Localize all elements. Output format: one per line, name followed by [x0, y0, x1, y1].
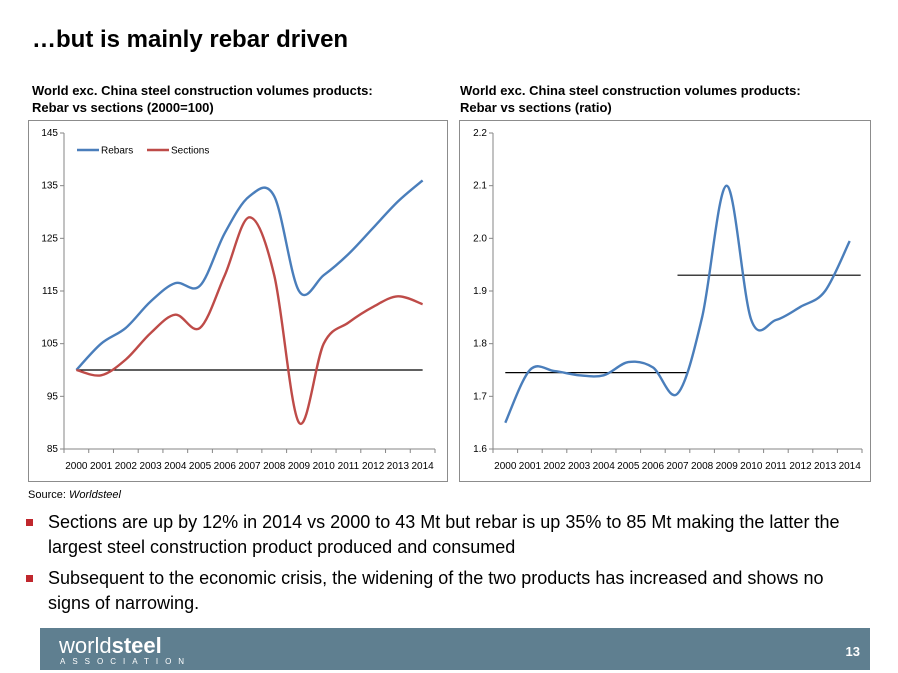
chart-2-x-tick-label: 2001 — [519, 461, 542, 472]
chart-2-x-tick-label: 2012 — [789, 461, 812, 472]
chart-2-x-tick-label: 2004 — [593, 461, 616, 472]
chart-2-x-tick-label: 2008 — [691, 461, 714, 472]
chart-2-y-tick-label: 1.9 — [473, 286, 487, 297]
chart-2-x-tick-label: 2010 — [740, 461, 763, 472]
chart-1-title-line-2: Rebar vs sections (2000=100) — [32, 100, 214, 115]
source-note: Source: Worldsteel — [28, 489, 121, 501]
chart-1-series-line-rebars — [75, 179, 424, 371]
bullet-item: Sections are up by 12% in 2014 vs 2000 t… — [24, 510, 844, 560]
chart-1-x-tick-label: 2012 — [362, 461, 385, 472]
chart-2-x-tick-label: 2000 — [494, 461, 517, 472]
chart-1-y-tick-label: 85 — [47, 444, 59, 455]
chart-1-x-tick-label: 2006 — [214, 461, 237, 472]
bullet-square-icon — [26, 575, 33, 582]
chart-2-x-tick-label: 2002 — [543, 461, 566, 472]
chart-2-title-line-2: Rebar vs sections (ratio) — [460, 100, 612, 115]
bullet-item: Subsequent to the economic crisis, the w… — [24, 566, 844, 616]
logo-subtitle: ASSOCIATION — [60, 657, 192, 666]
chart-2-x-tick-label: 2009 — [716, 461, 739, 472]
bullet-square-icon — [26, 519, 33, 526]
bullet-text: Sections are up by 12% in 2014 vs 2000 t… — [48, 512, 840, 557]
chart-1-title-line-1: World exc. China steel construction volu… — [32, 83, 373, 98]
chart-2-y-tick-label: 1.7 — [473, 391, 487, 402]
worldsteel-logo: worldsteel — [59, 633, 162, 658]
chart-2-x-tick-label: 2007 — [666, 461, 689, 472]
chart-1-x-tick-label: 2001 — [90, 461, 113, 472]
chart-1-y-tick-label: 145 — [41, 128, 58, 139]
chart-1-x-tick-label: 2007 — [238, 461, 261, 472]
chart-2-title: World exc. China steel construction volu… — [460, 82, 801, 116]
page-number: 13 — [845, 644, 860, 659]
chart-2-frame: 2.2 2.1 2.0 1.9 1.8 1.7 1.6 2000 2001 2002 2003 200… — [459, 120, 871, 482]
chart-2-x-tick-label: 2003 — [568, 461, 591, 472]
chart-1-x-tick-label: 2013 — [387, 461, 410, 472]
chart-2-x-tick-label: 2005 — [617, 461, 640, 472]
slide-title: …but is mainly rebar driven — [32, 26, 349, 53]
chart-1-x-tick-label: 2004 — [164, 461, 187, 472]
chart-2-y-tick-label: 2.0 — [473, 233, 487, 244]
chart-1-frame: 145 135 125 115 105 95 85 2000 2001 2002 2003 2004 2… — [28, 120, 448, 482]
chart-2-y-tick-label: 2.2 — [473, 128, 487, 139]
chart-1-x-tick-label: 2014 — [412, 461, 435, 472]
source-name: Worldsteel — [68, 489, 121, 501]
chart-1-x-tick-label: 2008 — [263, 461, 286, 472]
chart-2-x-tick-label: 2013 — [814, 461, 837, 472]
chart-2-y-tick-label: 2.1 — [473, 181, 487, 192]
chart-1-y-tick-label: 105 — [41, 339, 58, 350]
chart-1-y-tick-label: 95 — [47, 391, 59, 402]
bullet-list: Sections are up by 12% in 2014 vs 2000 t… — [24, 510, 844, 622]
chart-1-y-tick-label: 135 — [41, 181, 58, 192]
chart-1-x-tick-label: 2000 — [65, 461, 88, 472]
chart-1-x-tick-label: 2011 — [338, 461, 360, 472]
chart-2-title-line-1: World exc. China steel construction volu… — [460, 83, 801, 98]
chart-1-title: World exc. China steel construction volu… — [32, 82, 373, 116]
chart-1-legend-label: Rebars — [101, 146, 133, 157]
chart-1-y-tick-label: 115 — [42, 286, 58, 297]
chart-1-legend-label: Sections — [171, 146, 209, 157]
chart-1-x-tick-label: 2002 — [115, 461, 138, 472]
chart-1-series-line-sections — [76, 216, 424, 426]
chart-1-x-tick-label: 2009 — [288, 461, 311, 472]
chart-1-x-tick-label: 2003 — [139, 461, 162, 472]
bullet-text: Subsequent to the economic crisis, the w… — [48, 568, 824, 613]
source-label: Source: — [28, 489, 69, 501]
chart-2-y-tick-label: 1.8 — [473, 339, 487, 350]
chart-2-x-tick-label: 2011 — [765, 461, 787, 472]
chart-1-y-tick-label: 125 — [41, 233, 58, 244]
footer-bar: worldsteel ASSOCIATION 13 — [40, 628, 870, 670]
chart-1-x-tick-label: 2010 — [313, 461, 336, 472]
chart-2-x-tick-label: 2006 — [642, 461, 665, 472]
chart-2-series-line-0 — [504, 184, 851, 424]
chart-1-x-tick-label: 2005 — [189, 461, 212, 472]
chart-2-y-tick-label: 1.6 — [473, 444, 487, 455]
chart-2-x-tick-label: 2014 — [839, 461, 862, 472]
